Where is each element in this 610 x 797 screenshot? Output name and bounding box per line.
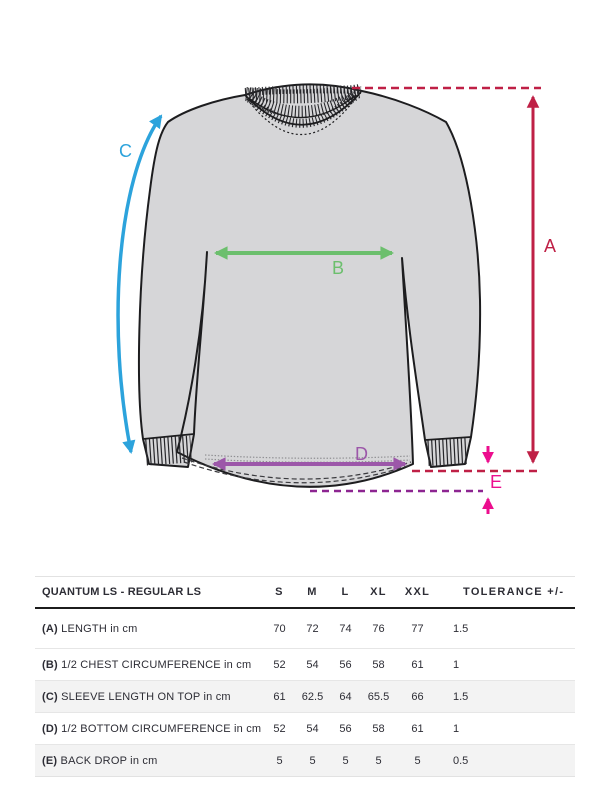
cell-value: 74: [339, 622, 352, 635]
cell-value: 5: [375, 754, 382, 767]
col-header-s: S: [275, 586, 284, 598]
cell-value: 52: [273, 722, 286, 735]
collar-outlines: [244, 91, 362, 136]
label-b: B: [332, 258, 344, 278]
table-row: (B) 1/2 CHEST CIRCUMFERENCE in cm 52 54 …: [35, 648, 575, 680]
row-code: (D): [42, 722, 58, 735]
measure-d-bottom: D: [211, 444, 408, 471]
shirt-silhouette: [137, 83, 482, 488]
cell-value: 5: [414, 754, 421, 767]
cell-value: 62.5: [301, 690, 324, 703]
cell-value: 54: [306, 722, 319, 735]
cell-value: 56: [339, 658, 352, 671]
cell-value: 61: [273, 690, 286, 703]
garment-measurement-diagram: A B C D E: [116, 83, 556, 514]
cell-tolerance: 1.5: [453, 622, 469, 635]
measure-c-sleeve: C: [116, 114, 163, 454]
size-chart-table: QUANTUM LS - REGULAR LS S M L XL XXL TOL…: [35, 576, 575, 777]
measure-b-chest: B: [213, 246, 395, 278]
col-header-m: M: [307, 586, 318, 598]
cell-value: 64: [339, 690, 352, 703]
table-row: (A) LENGTH in cm 70 72 74 76 77 1.5: [35, 609, 575, 648]
cell-value: 58: [372, 658, 385, 671]
table-row: (D) 1/2 BOTTOM CIRCUMFERENCE in cm 52 54…: [35, 712, 575, 744]
shirt-sketch: [137, 83, 482, 488]
col-header-xl: XL: [370, 586, 387, 598]
label-a: A: [544, 236, 556, 256]
cell-tolerance: 1: [453, 658, 460, 671]
table-header-row: QUANTUM LS - REGULAR LS S M L XL XXL TOL…: [35, 577, 575, 609]
row-code: (C): [42, 690, 58, 703]
label-e: E: [490, 472, 502, 492]
measure-a-length: A: [352, 86, 556, 473]
cell-value: 61: [411, 658, 424, 671]
cell-value: 66: [411, 690, 424, 703]
cell-tolerance: 1.5: [453, 690, 469, 703]
cell-value: 76: [372, 622, 385, 635]
row-code: (A): [42, 622, 58, 635]
col-header-tolerance: TOLERANCE +/-: [463, 586, 565, 598]
cell-value: 56: [339, 722, 352, 735]
row-code: (B): [42, 658, 58, 671]
row-label: (D) 1/2 BOTTOM CIRCUMFERENCE in cm: [42, 722, 262, 735]
cell-value: 70: [273, 622, 286, 635]
cell-tolerance: 0.5: [453, 754, 469, 767]
col-header-l: L: [341, 586, 350, 598]
cell-value: 65.5: [367, 690, 390, 703]
row-code: (E): [42, 754, 58, 767]
label-d: D: [355, 444, 368, 464]
row-label: (C) SLEEVE LENGTH ON TOP in cm: [42, 690, 231, 703]
arrow-c: [116, 114, 163, 454]
row-label: (B) 1/2 CHEST CIRCUMFERENCE in cm: [42, 658, 252, 671]
cell-value: 72: [306, 622, 319, 635]
cell-value: 77: [411, 622, 424, 635]
label-c: C: [119, 141, 132, 161]
measure-e-backdrop: E: [310, 446, 502, 514]
cell-value: 54: [306, 658, 319, 671]
cell-value: 61: [411, 722, 424, 735]
cell-value: 5: [309, 754, 316, 767]
col-header-xxl: XXL: [404, 586, 431, 598]
row-label: (E) BACK DROP in cm: [42, 754, 158, 767]
cell-value: 58: [372, 722, 385, 735]
cell-value: 5: [276, 754, 283, 767]
cell-tolerance: 1: [453, 722, 460, 735]
table-title: QUANTUM LS - REGULAR LS: [42, 586, 202, 598]
cell-value: 52: [273, 658, 286, 671]
cell-value: 5: [342, 754, 349, 767]
collar-rib-texture: [244, 84, 362, 128]
table-row: (E) BACK DROP in cm 5 5 5 5 5 0.5: [35, 744, 575, 776]
table-row: (C) SLEEVE LENGTH ON TOP in cm 61 62.5 6…: [35, 680, 575, 712]
row-label: (A) LENGTH in cm: [42, 622, 138, 635]
